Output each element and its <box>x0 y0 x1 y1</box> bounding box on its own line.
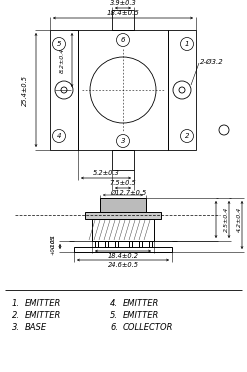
Text: 3.9±0.3: 3.9±0.3 <box>110 0 136 6</box>
Text: 3: 3 <box>121 138 125 144</box>
Text: 2.: 2. <box>12 311 20 320</box>
Text: +0.1: +0.1 <box>50 242 56 255</box>
Text: 5.: 5. <box>110 311 118 320</box>
Bar <box>100 198 146 212</box>
Bar <box>168 30 196 150</box>
Text: BASE: BASE <box>25 323 47 331</box>
Text: 25.4±0.5: 25.4±0.5 <box>22 74 28 106</box>
Bar <box>78 30 168 150</box>
Bar <box>92 219 154 241</box>
Text: 4: 4 <box>57 133 61 139</box>
Bar <box>129 241 132 247</box>
Text: 6.: 6. <box>110 323 118 331</box>
Text: 2.5±0.4: 2.5±0.4 <box>224 207 228 232</box>
Bar <box>115 241 118 247</box>
Text: 7.5±0.5: 7.5±0.5 <box>110 180 136 186</box>
Text: COLLECTOR: COLLECTOR <box>123 323 173 331</box>
Bar <box>112 10 134 30</box>
Bar <box>74 247 172 252</box>
Text: 24.6±0.5: 24.6±0.5 <box>107 262 139 268</box>
Text: Ø12.7±0.5: Ø12.7±0.5 <box>110 190 146 196</box>
Text: 5: 5 <box>57 41 61 47</box>
Text: 1: 1 <box>185 41 189 47</box>
Text: -0.05: -0.05 <box>50 236 56 249</box>
Text: 5.2±0.3: 5.2±0.3 <box>93 170 119 176</box>
Text: EMITTER: EMITTER <box>25 311 61 320</box>
Text: 18.4±0.5: 18.4±0.5 <box>106 10 140 16</box>
Bar <box>149 241 152 247</box>
Text: 4.2±0.4: 4.2±0.4 <box>236 207 242 232</box>
Bar <box>112 150 134 170</box>
Text: 2-Ø3.2: 2-Ø3.2 <box>200 59 224 65</box>
Text: 2: 2 <box>185 133 189 139</box>
Text: 4.: 4. <box>110 298 118 308</box>
Bar <box>95 241 98 247</box>
Bar <box>50 30 78 150</box>
Text: 1.: 1. <box>12 298 20 308</box>
Text: 6: 6 <box>121 37 125 43</box>
Text: 0.1: 0.1 <box>50 233 56 243</box>
Bar <box>139 241 142 247</box>
Bar <box>105 241 108 247</box>
Text: 18.4±0.2: 18.4±0.2 <box>107 253 139 259</box>
Text: EMITTER: EMITTER <box>25 298 61 308</box>
Text: 8.2±0.4: 8.2±0.4 <box>60 47 64 73</box>
Text: 3.: 3. <box>12 323 20 331</box>
Bar <box>85 212 161 219</box>
Text: EMITTER: EMITTER <box>123 311 159 320</box>
Text: EMITTER: EMITTER <box>123 298 159 308</box>
